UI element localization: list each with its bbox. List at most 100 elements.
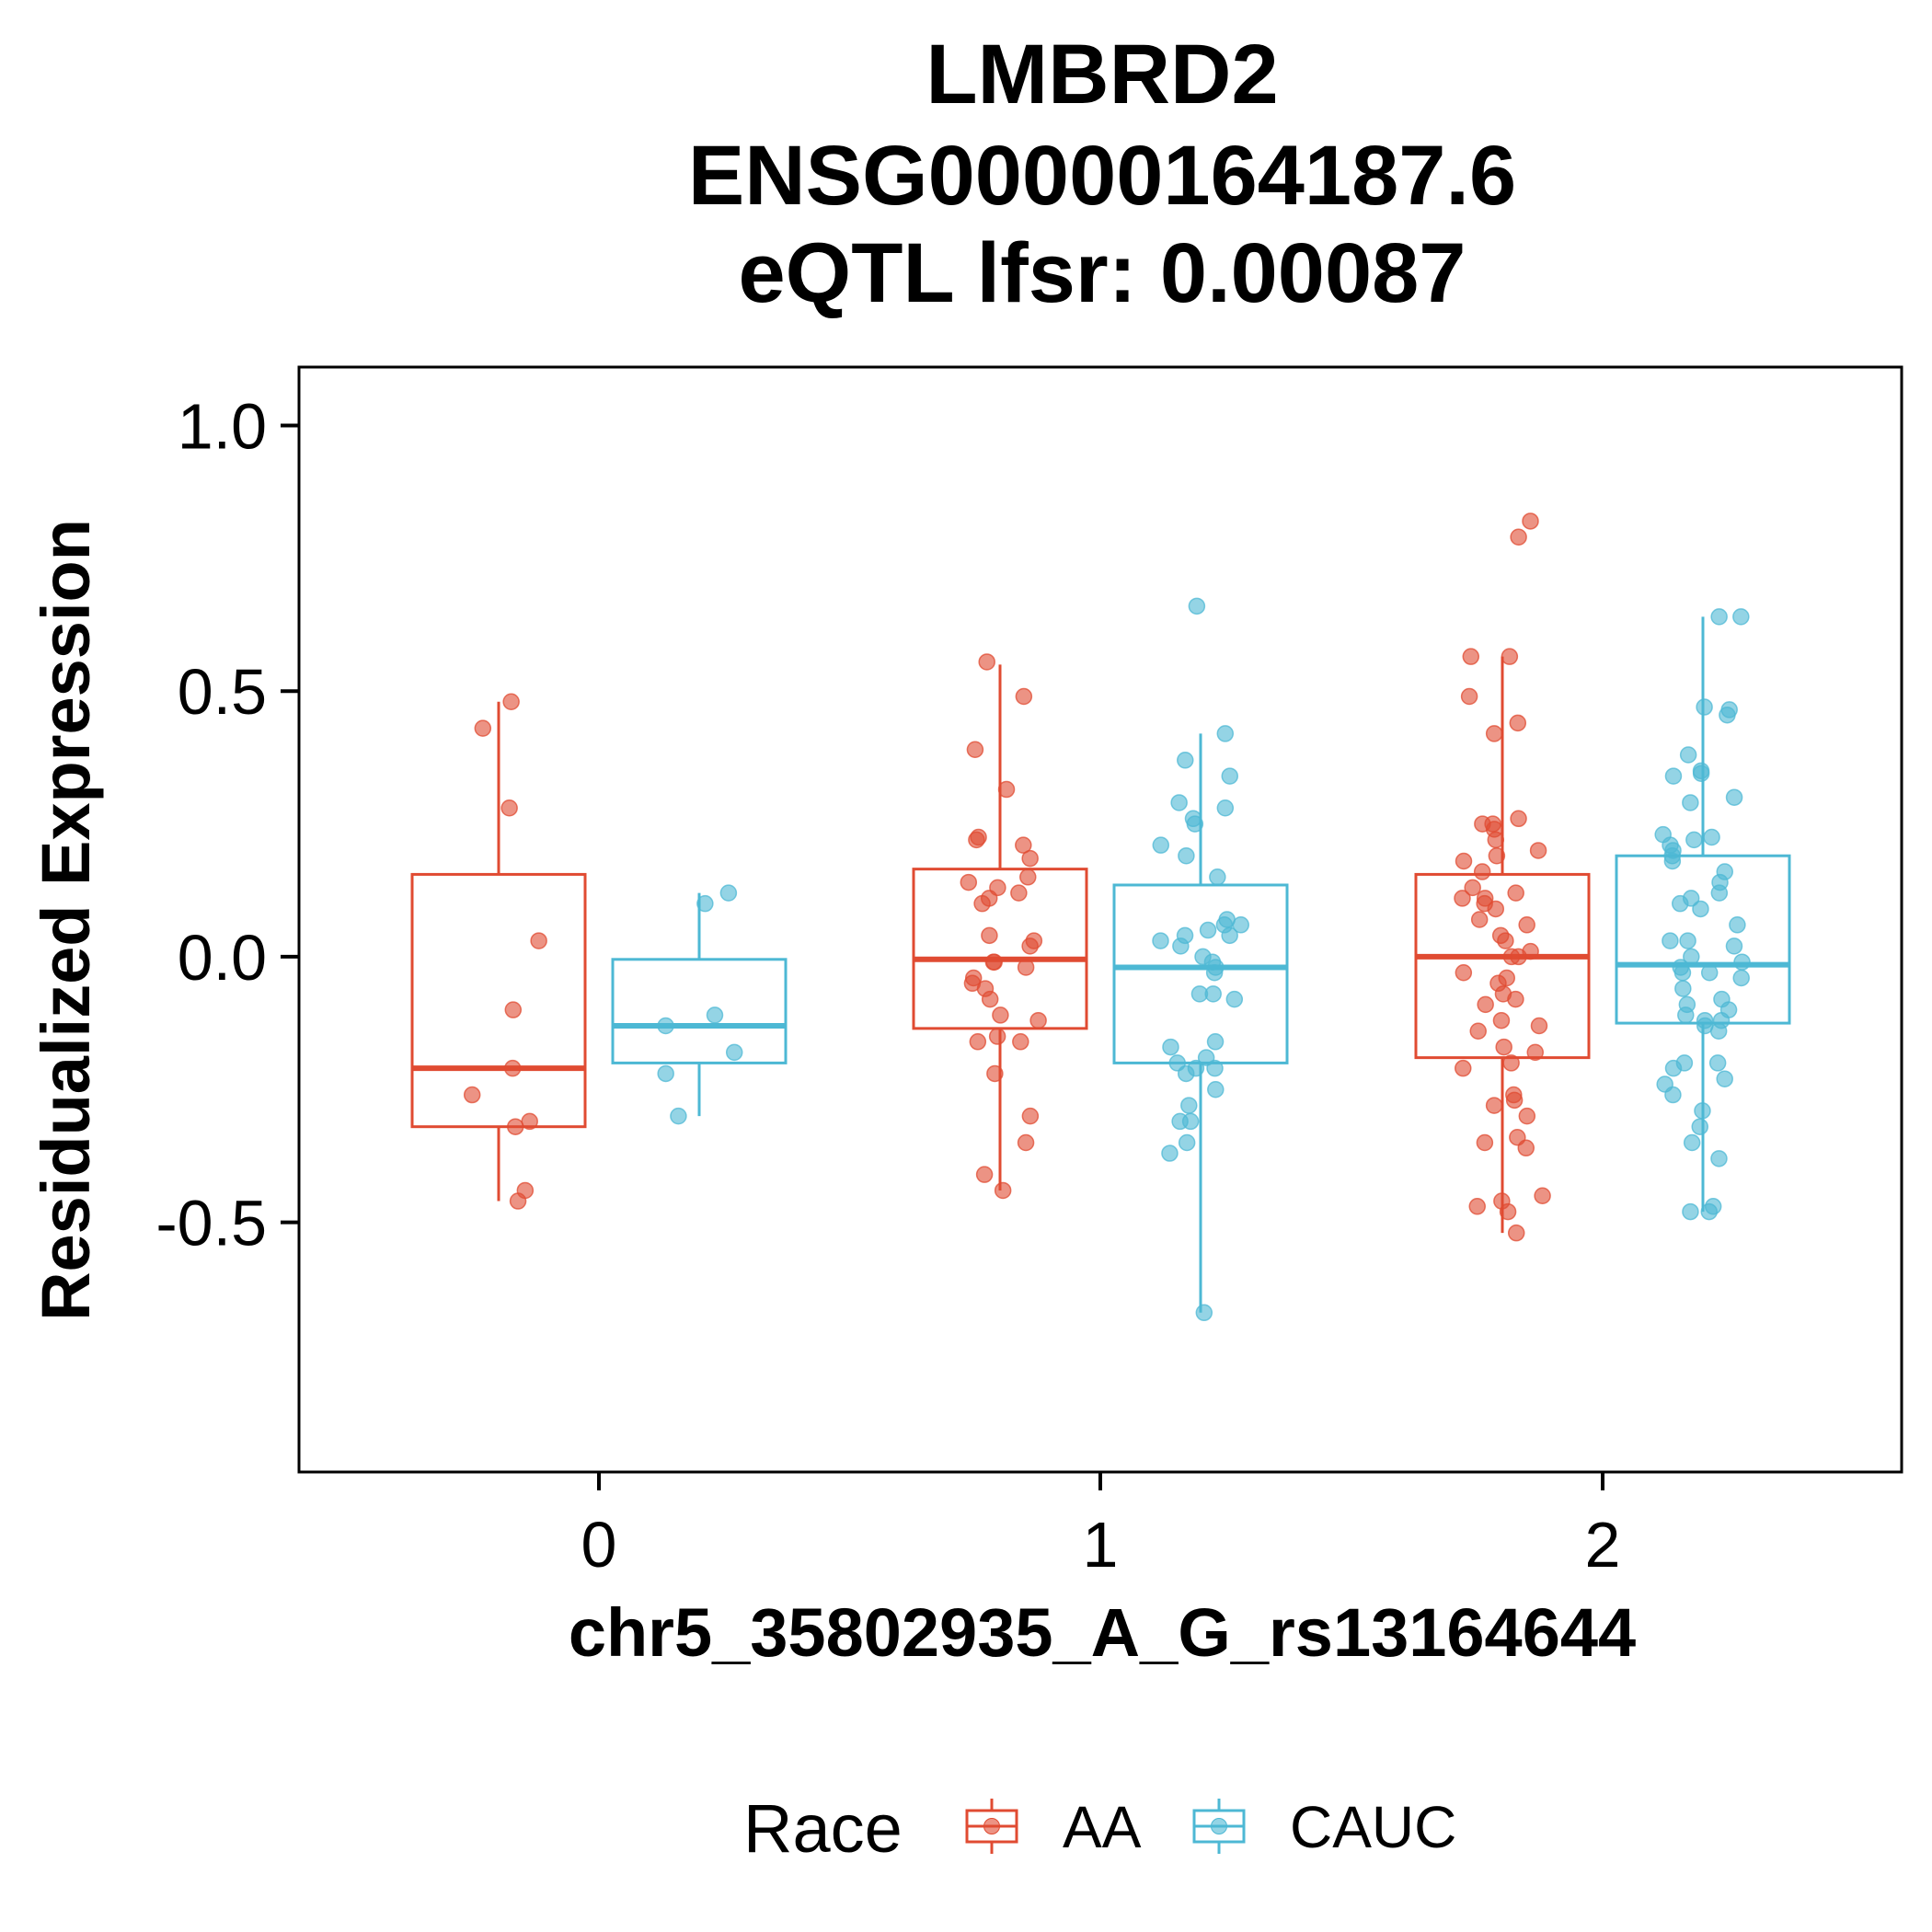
data-point-aa: [994, 1181, 1012, 1200]
data-point-cauc: [1719, 706, 1736, 724]
legend-key-cauc: [1192, 1799, 1246, 1854]
data-point-cauc: [1206, 1059, 1224, 1077]
data-point-aa: [509, 1192, 527, 1210]
data-point-aa: [1507, 990, 1524, 1008]
data-point-aa: [978, 653, 995, 671]
y-axis-title: Residualized Expression: [28, 519, 104, 1321]
data-point-cauc: [1664, 1086, 1682, 1104]
data-point-cauc: [1733, 953, 1751, 971]
data-point-aa: [1017, 1133, 1035, 1152]
box-iqr: [410, 872, 587, 1129]
data-point-aa: [1485, 725, 1503, 742]
x-axis: 0 1 2: [581, 1472, 1621, 1581]
data-point-cauc: [1199, 921, 1217, 939]
data-point-aa: [1501, 648, 1519, 665]
data-point-cauc: [1677, 1006, 1695, 1024]
data-point-aa: [988, 1028, 1006, 1045]
x-tick-label: 0: [581, 1509, 617, 1581]
box-cauc-0: [611, 892, 788, 1117]
data-point-aa: [1015, 687, 1033, 706]
data-point-aa: [1021, 849, 1039, 868]
data-point-aa: [975, 1166, 994, 1183]
data-point-cauc: [1209, 868, 1226, 886]
data-point-cauc: [1696, 698, 1713, 716]
data-point-aa: [1522, 512, 1539, 530]
box-cauc-1: [1112, 733, 1289, 1313]
data-point-aa: [981, 926, 998, 945]
data-point-aa: [968, 831, 985, 849]
data-point-cauc: [1180, 1097, 1198, 1114]
data-point-aa: [1530, 1017, 1548, 1035]
y-tick-label: 0.5: [178, 656, 267, 728]
data-point-cauc: [1692, 765, 1710, 782]
data-point-aa: [992, 1006, 1009, 1024]
data-point-aa: [1499, 1202, 1517, 1221]
data-point-cauc: [1186, 815, 1204, 833]
x-tick-label: 2: [1585, 1509, 1621, 1581]
data-point-cauc: [706, 1006, 724, 1024]
data-point-aa: [1473, 863, 1491, 880]
data-point-cauc: [1685, 831, 1703, 849]
data-point-cauc: [1205, 963, 1224, 982]
data-point-aa: [960, 873, 978, 891]
data-point-cauc: [1710, 608, 1728, 626]
chart-title-line-2: ENSG00000164187.6: [688, 129, 1516, 223]
data-point-aa: [463, 1086, 481, 1104]
data-point-aa: [1470, 911, 1489, 928]
series-cauc: [611, 597, 1791, 1322]
data-point-cauc: [719, 884, 738, 902]
data-point-cauc: [1206, 1033, 1225, 1051]
data-point-cauc: [1178, 846, 1195, 865]
data-point-cauc: [1694, 1102, 1711, 1120]
data-point-cauc: [1703, 828, 1720, 846]
data-point-cauc: [1729, 916, 1746, 934]
data-point-cauc: [1682, 794, 1699, 811]
data-point-aa: [966, 741, 984, 758]
box-aa-0: [410, 701, 587, 1202]
data-point-cauc: [1671, 894, 1689, 913]
data-point-aa: [1492, 1011, 1511, 1029]
data-point-cauc: [1221, 926, 1238, 945]
data-point-cauc: [1683, 1133, 1701, 1152]
data-point-aa: [1021, 937, 1039, 955]
chart-title-line-3: eQTL lfsr: 0.00087: [739, 226, 1466, 320]
data-point-cauc: [1679, 746, 1697, 764]
data-point-cauc: [1732, 608, 1750, 626]
data-point-aa: [503, 1059, 522, 1077]
x-axis-title: chr5_35802935_A_G_rs13164644: [569, 1594, 1636, 1671]
data-point-aa: [1477, 995, 1494, 1014]
data-point-cauc: [1170, 794, 1188, 811]
data-point-aa: [1021, 1107, 1040, 1125]
data-point-cauc: [1692, 900, 1709, 918]
box-iqr: [611, 958, 788, 1064]
data-point-aa: [986, 1064, 1004, 1083]
y-axis: -0.5 0.0 0.5 1.0: [155, 391, 299, 1259]
data-point-aa: [1460, 687, 1478, 706]
data-point-cauc: [657, 1064, 674, 1083]
data-point-aa: [500, 799, 518, 817]
data-point-cauc: [657, 1017, 674, 1035]
data-point-aa: [506, 1118, 524, 1135]
data-point-aa: [1510, 948, 1527, 966]
data-point-cauc: [1216, 799, 1235, 817]
data-point-aa: [474, 719, 492, 737]
data-point-aa: [973, 894, 991, 913]
data-point-cauc: [1664, 767, 1683, 785]
chart-title: LMBRD2 ENSG00000164187.6 eQTL lfsr: 0.00…: [688, 28, 1516, 320]
data-point-cauc: [1172, 937, 1190, 955]
legend-label-aa: AA: [1063, 1794, 1142, 1860]
data-point-aa: [1455, 963, 1473, 982]
data-point-cauc: [1708, 1054, 1727, 1072]
chart-title-line-1: LMBRD2: [926, 28, 1278, 121]
data-point-cauc: [1188, 597, 1206, 615]
y-tick-label: 1.0: [178, 391, 267, 463]
data-point-aa: [1510, 810, 1527, 828]
data-point-aa: [1507, 884, 1524, 902]
box-iqr: [1112, 883, 1289, 1064]
y-tick-label: -0.5: [155, 1188, 267, 1259]
data-point-cauc: [1732, 969, 1750, 987]
data-point-cauc: [1207, 1081, 1225, 1098]
box-aa-1: [912, 664, 1088, 1190]
data-point-cauc: [696, 894, 714, 913]
data-point-cauc: [1225, 990, 1244, 1008]
